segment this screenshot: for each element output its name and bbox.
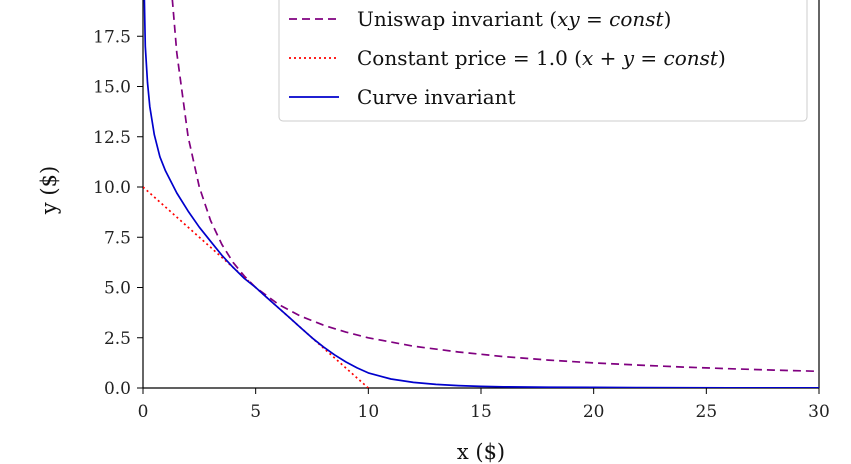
x-axis-label: x ($) — [457, 440, 505, 464]
y-tick-label: 2.5 — [104, 329, 131, 349]
x-tick-label: 5 — [250, 402, 261, 422]
y-tick-label: 12.5 — [93, 128, 131, 148]
x-tick-label: 30 — [808, 402, 830, 422]
x-tick-label: 0 — [138, 402, 149, 422]
x-tick-label: 20 — [583, 402, 605, 422]
legend-entries: Uniswap invariant (xy = const) Constant p… — [289, 7, 726, 109]
series-layer — [143, 0, 819, 388]
series-line-3 — [143, 0, 819, 388]
legend-box — [278, 0, 808, 122]
y-tick-label: 17.5 — [93, 27, 131, 47]
x-tick-label: 15 — [470, 402, 492, 422]
x-tick-label: 25 — [696, 402, 718, 422]
y-tick-label: 15.0 — [93, 78, 131, 98]
legend-label-2: Constant price = 1.0 (x + y = const) — [357, 46, 726, 70]
y-tick-label: 10.0 — [93, 178, 131, 198]
y-tick-label: 7.5 — [104, 228, 131, 248]
legend-label-1: Uniswap invariant (xy = const) — [357, 7, 671, 31]
legend: Uniswap invariant (xy = const) Constant p… — [278, 0, 808, 122]
series-line-1 — [171, 0, 819, 373]
x-tick-label: 10 — [358, 402, 380, 422]
y-tick-label: 0.0 — [104, 379, 131, 399]
legend-label-3: Curve invariant — [357, 85, 516, 109]
x-axis-ticks: 0 5 10 15 20 25 30 — [138, 388, 830, 422]
y-tick-label: 5.0 — [104, 279, 131, 299]
y-axis-label: y ($) — [37, 166, 61, 215]
y-axis-ticks: 0.0 2.5 5.0 7.5 10.0 12.5 15.0 17.5 — [93, 27, 143, 399]
